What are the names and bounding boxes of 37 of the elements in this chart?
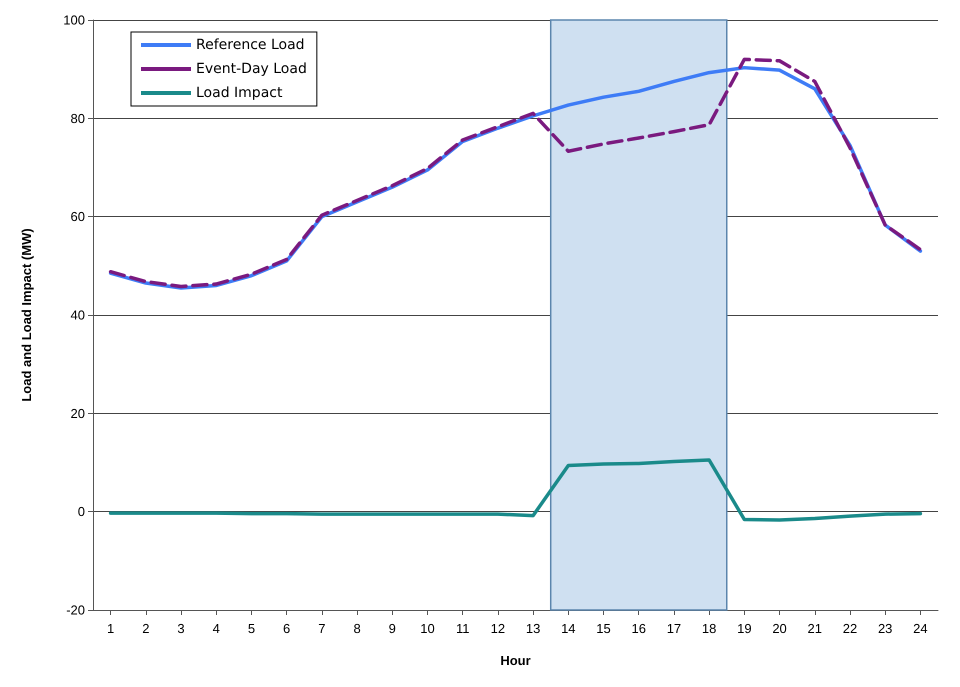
x-tick-label: 21 [808, 621, 822, 636]
y-tick-label: 60 [70, 209, 85, 224]
y-tick-label: 40 [70, 308, 85, 322]
x-tick-label: 6 [283, 621, 290, 636]
y-tick-label: 80 [70, 110, 85, 126]
x-tick-label: 24 [913, 621, 928, 636]
y-tick-label: 20 [70, 406, 85, 421]
x-tick-label: 23 [878, 621, 892, 636]
y-tick-label: 0 [78, 504, 85, 520]
x-tick-label: 11 [456, 621, 470, 636]
y-axis-title: Load and Load Impact (MW) [19, 228, 34, 402]
x-tick-label: 18 [702, 621, 716, 636]
x-tick-label: 22 [842, 621, 858, 636]
y-tick-label: -20 [66, 602, 85, 618]
x-tick-label: 7 [318, 621, 326, 636]
x-tick-label: 20 [772, 621, 787, 636]
x-tick-label: 15 [596, 621, 611, 636]
x-tick-label: 19 [737, 621, 752, 636]
x-tick-label: 10 [420, 621, 435, 636]
x-tick-label: 4 [212, 621, 220, 636]
legend-label: Load Impact [196, 85, 283, 101]
x-tick-label: 12 [490, 621, 506, 636]
x-axis-title: Hour [500, 653, 531, 668]
x-tick-label: 8 [353, 621, 361, 636]
x-tick-label: 9 [388, 621, 396, 636]
x-tick-label: 5 [248, 621, 256, 636]
x-tick-label: 17 [666, 621, 682, 636]
x-tick-label: 2 [142, 621, 150, 636]
x-tick-label: 3 [177, 621, 185, 636]
x-tick-label: 13 [526, 621, 540, 636]
line-series [108, 458, 922, 522]
x-tick-label: 16 [631, 621, 646, 636]
x-tick-label: 1 [106, 621, 114, 636]
legend-label: Reference Load [196, 37, 305, 53]
y-tick-label: 100 [63, 12, 85, 28]
x-tick-label: 14 [561, 621, 576, 636]
legend-label: Event-Day Load [196, 61, 307, 77]
